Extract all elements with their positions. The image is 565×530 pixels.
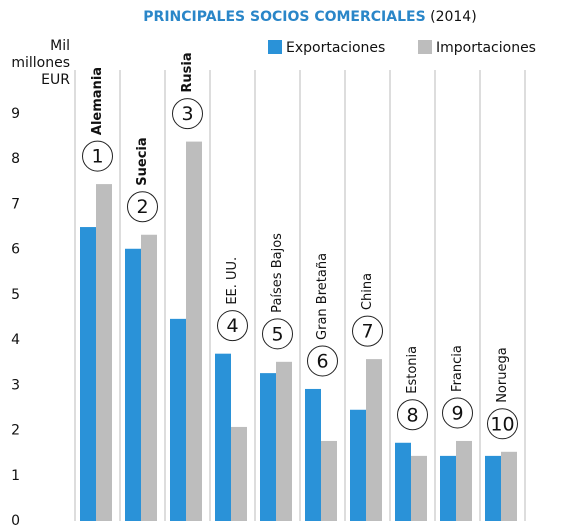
category-label: Suecia <box>135 137 150 185</box>
y-axis-label: Mil <box>50 38 70 54</box>
rank-label: 6 <box>316 350 328 372</box>
category-label: Alemania <box>90 67 105 135</box>
rank-label: 9 <box>451 402 463 424</box>
rank-circle <box>127 191 158 223</box>
rank-circle <box>82 140 113 172</box>
bar <box>350 409 366 521</box>
y-tick-label: 6 <box>11 242 20 258</box>
category-label: Noruega <box>495 347 510 402</box>
rank-circle <box>442 397 473 429</box>
y-tick-label: 5 <box>11 287 20 303</box>
bar <box>440 455 456 521</box>
bar <box>170 318 186 521</box>
legend-label: Importaciones <box>436 40 536 56</box>
rank-label: 4 <box>226 315 238 337</box>
y-tick-label: 7 <box>11 196 20 212</box>
rank-circle <box>172 98 203 130</box>
rank-circle <box>487 408 518 440</box>
rank-circle <box>262 318 293 350</box>
separators <box>74 70 526 521</box>
bar <box>411 455 427 521</box>
y-axis-label: millones <box>11 55 70 71</box>
legend-label: Exportaciones <box>286 40 385 56</box>
bar <box>141 234 157 521</box>
rank-circle <box>397 399 428 431</box>
category-label: Rusia <box>180 52 195 92</box>
bar <box>260 373 276 521</box>
category-label: China <box>360 273 375 310</box>
y-tick-label: 0 <box>11 513 20 529</box>
bar <box>215 353 231 521</box>
y-axis-label: EUR <box>41 72 70 88</box>
y-tick-label: 2 <box>11 423 20 439</box>
y-tick-label: 1 <box>11 468 20 484</box>
category-label: Gran Bretaña <box>315 253 330 340</box>
legend-swatch <box>418 40 432 54</box>
rank-label: 2 <box>136 196 148 218</box>
category-label: Francia <box>450 345 465 392</box>
title: PRINCIPALES SOCIOS COMERCIALES <box>143 9 425 25</box>
y-tick-label: 3 <box>11 377 20 393</box>
bar <box>305 388 321 521</box>
bar <box>366 359 382 521</box>
bar <box>395 442 411 521</box>
y-tick-label: 8 <box>11 151 20 167</box>
bar <box>501 451 517 521</box>
category-label: Países Bajos <box>270 233 285 313</box>
bar <box>186 141 202 521</box>
rank-label: 7 <box>361 321 373 343</box>
chart-title: PRINCIPALES SOCIOS COMERCIALES (2014) <box>143 9 476 25</box>
bar <box>485 455 501 521</box>
legend-swatch <box>268 40 282 54</box>
bar <box>276 361 292 521</box>
rank-label: 8 <box>406 404 418 426</box>
rank-circle <box>217 310 248 342</box>
category-label: EE. UU. <box>225 257 240 305</box>
category-label: Estonia <box>405 346 420 394</box>
rank-label: 1 <box>91 146 103 168</box>
rank-label: 3 <box>181 103 193 125</box>
bar <box>80 227 96 522</box>
bar <box>125 248 141 522</box>
rank-label: 5 <box>271 323 283 345</box>
bar <box>231 426 247 521</box>
bar <box>321 440 337 521</box>
y-tick-label: 4 <box>11 332 20 348</box>
rank-circle <box>307 345 338 377</box>
bar <box>456 440 472 521</box>
rank-circle <box>352 315 383 347</box>
rank-label: 10 <box>490 413 514 435</box>
y-tick-label: 9 <box>11 106 20 122</box>
subtitle: (2014) <box>430 9 477 25</box>
bar <box>96 184 112 521</box>
